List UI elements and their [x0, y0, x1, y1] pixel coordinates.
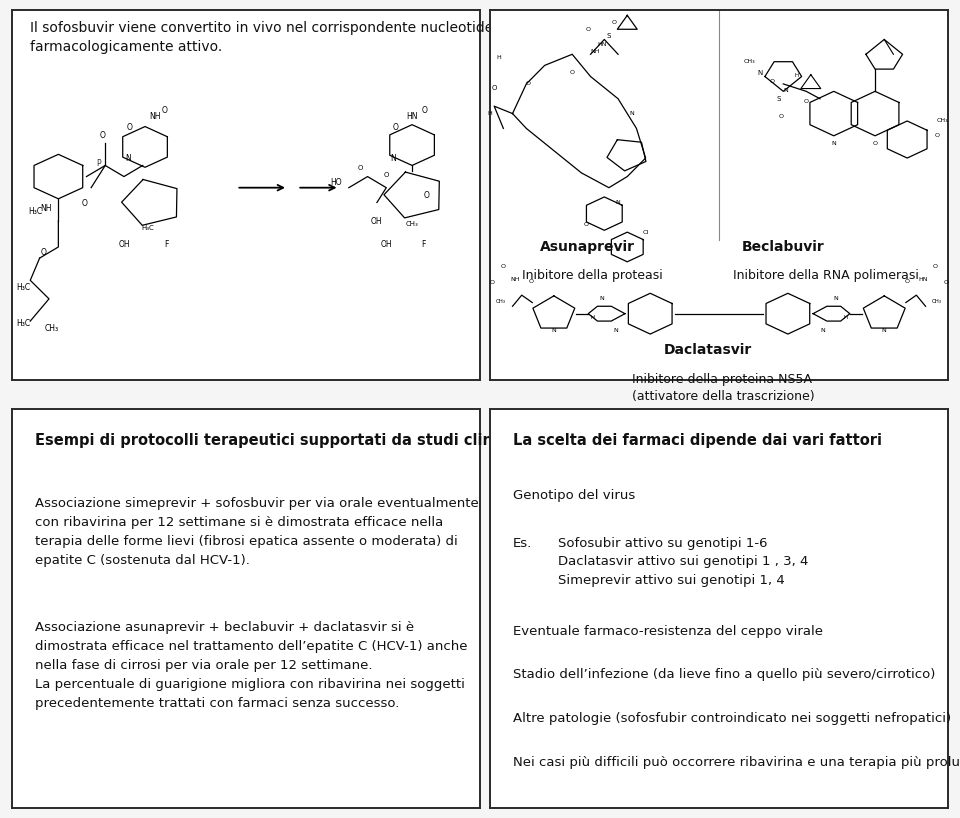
Text: N: N: [831, 141, 836, 146]
Text: O: O: [501, 264, 506, 269]
Text: NH: NH: [590, 49, 600, 54]
Text: N: N: [757, 70, 762, 76]
Text: O: O: [612, 20, 616, 25]
Text: OH: OH: [118, 240, 130, 249]
Text: H: H: [488, 111, 492, 116]
Text: O: O: [161, 106, 167, 115]
Text: S: S: [607, 33, 612, 38]
Text: N: N: [783, 88, 788, 92]
Text: N: N: [615, 200, 620, 205]
Text: O: O: [804, 99, 808, 104]
Text: O: O: [944, 280, 948, 285]
Text: CH₃: CH₃: [44, 324, 59, 333]
Text: O: O: [100, 131, 106, 140]
Text: O: O: [904, 279, 910, 284]
Text: O: O: [586, 27, 590, 32]
Text: CH₃: CH₃: [496, 299, 506, 303]
Text: P: P: [96, 159, 101, 168]
Text: HN: HN: [406, 112, 418, 121]
Text: Inibitore della RNA polimerasi: Inibitore della RNA polimerasi: [732, 269, 919, 282]
Text: CH₃: CH₃: [937, 119, 948, 124]
Text: HN: HN: [919, 277, 928, 282]
Text: O: O: [492, 84, 497, 91]
Text: O: O: [423, 191, 430, 200]
Text: Nei casi più difficili può occorrere ribavirina e una terapia più prolungata: Nei casi più difficili può occorrere rib…: [513, 757, 960, 769]
Text: CH₃: CH₃: [406, 221, 419, 227]
Text: F: F: [421, 240, 426, 249]
Text: F: F: [164, 240, 168, 249]
Text: O: O: [528, 279, 534, 284]
Text: OH: OH: [380, 240, 392, 249]
Text: O: O: [490, 280, 494, 285]
Text: Sofosubir attivo su genotipi 1-6
Daclatasvir attivo sui genotipi 1 , 3, 4
Simepr: Sofosubir attivo su genotipi 1-6 Daclata…: [559, 537, 809, 587]
Text: H₃C: H₃C: [16, 320, 31, 329]
Text: O: O: [526, 82, 531, 87]
Text: N: N: [125, 154, 131, 163]
Text: HN: HN: [597, 42, 607, 47]
Text: CH₃: CH₃: [743, 59, 755, 64]
Text: O: O: [934, 133, 940, 138]
Text: S: S: [777, 96, 780, 101]
Text: NH: NH: [40, 204, 51, 213]
Text: H: H: [795, 74, 799, 79]
Text: O: O: [40, 248, 47, 257]
Text: H₃C: H₃C: [28, 207, 42, 216]
Text: N: N: [390, 154, 396, 163]
Text: O: O: [384, 172, 390, 178]
Text: NH: NH: [150, 112, 161, 121]
Text: N: N: [882, 329, 887, 334]
Text: N: N: [833, 295, 838, 301]
Text: Es.: Es.: [513, 537, 532, 550]
Text: Esempi di protocolli terapeutici supportati da studi clinici: Esempi di protocolli terapeutici support…: [35, 433, 512, 448]
Text: Cl: Cl: [642, 230, 649, 235]
Text: Associazione asunaprevir + beclabuvir + daclatasvir si è
dimostrata efficace nel: Associazione asunaprevir + beclabuvir + …: [35, 621, 468, 709]
Text: Eventuale farmaco-resistenza del ceppo virale: Eventuale farmaco-resistenza del ceppo v…: [513, 625, 823, 637]
Text: O: O: [127, 123, 132, 132]
Text: Altre patologie (sofosfubir controindicato nei soggetti nefropatici): Altre patologie (sofosfubir controindica…: [513, 712, 950, 726]
Text: N: N: [613, 329, 618, 334]
Text: N: N: [600, 295, 605, 301]
Text: Daclatasvir: Daclatasvir: [664, 344, 753, 357]
Text: O: O: [779, 114, 783, 119]
Text: O: O: [392, 123, 398, 132]
Text: Il sofosbuvir viene convertito in vivo nel corrispondente nucleotide
farmacologi: Il sofosbuvir viene convertito in vivo n…: [31, 21, 493, 55]
Text: OH: OH: [372, 218, 383, 227]
Text: H: H: [590, 315, 595, 320]
Text: O: O: [82, 199, 87, 208]
Text: Associazione simeprevir + sofosbuvir per via orale eventualmente
con ribavirina : Associazione simeprevir + sofosbuvir per…: [35, 497, 479, 567]
Text: Asunaprevir: Asunaprevir: [540, 240, 636, 254]
Text: H₃C: H₃C: [141, 225, 154, 231]
Text: Genotipo del virus: Genotipo del virus: [513, 489, 635, 501]
Text: H: H: [843, 315, 848, 320]
Text: O: O: [932, 264, 937, 269]
Text: O: O: [569, 70, 575, 75]
Text: Inibitore della proteina NS5A
(attivatore della trascrizione): Inibitore della proteina NS5A (attivator…: [632, 373, 814, 403]
Text: Stadio dell’infezione (da lieve fino a quello più severo/cirrotico): Stadio dell’infezione (da lieve fino a q…: [513, 668, 935, 681]
Text: H₃C: H₃C: [16, 283, 31, 292]
Text: N: N: [630, 111, 635, 116]
Text: O: O: [873, 141, 877, 146]
Text: H: H: [496, 56, 501, 61]
Text: Beclabuvir: Beclabuvir: [742, 240, 825, 254]
Text: O: O: [421, 106, 427, 115]
Text: La scelta dei farmaci dipende dai vari fattori: La scelta dei farmaci dipende dai vari f…: [513, 433, 881, 448]
Text: O: O: [769, 79, 775, 84]
Text: NH: NH: [510, 277, 519, 282]
Text: CH₃: CH₃: [932, 299, 942, 303]
Text: N: N: [820, 329, 825, 334]
Text: HO: HO: [330, 178, 342, 187]
Text: Inibitore della proteasi: Inibitore della proteasi: [521, 269, 662, 282]
Text: N: N: [551, 329, 556, 334]
Text: O: O: [584, 222, 588, 227]
Text: O: O: [358, 165, 363, 171]
